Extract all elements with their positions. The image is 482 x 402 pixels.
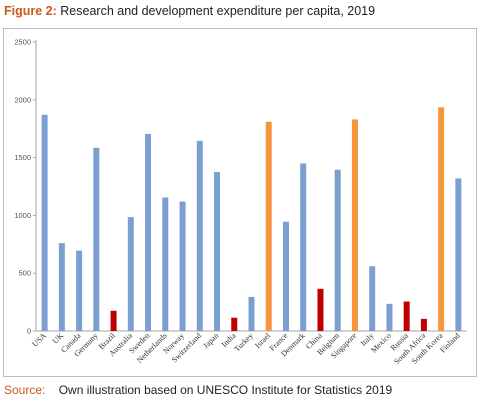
chart-frame	[3, 28, 477, 377]
figure-label: Figure 2:	[4, 4, 57, 18]
bar	[127, 217, 134, 331]
bar	[214, 172, 221, 331]
bar	[369, 266, 376, 331]
y-tick-label: 1500	[14, 153, 31, 162]
bar	[351, 119, 358, 332]
bar	[76, 250, 83, 331]
x-tick-label: USA	[30, 331, 48, 349]
bar	[41, 114, 48, 331]
bar	[300, 163, 307, 331]
bar	[58, 243, 65, 331]
bar	[455, 178, 462, 331]
y-tick-label: 1000	[14, 211, 31, 220]
y-tick-label: 500	[18, 269, 31, 278]
figure-source: Source: Own illustration based on UNESCO…	[4, 383, 392, 397]
bar	[110, 310, 117, 331]
figure-title: Figure 2: Research and development expen…	[4, 4, 375, 18]
bar	[403, 301, 410, 331]
source-text: Own illustration based on UNESCO Institu…	[58, 383, 393, 397]
bar	[282, 221, 289, 331]
source-label: Source:	[4, 383, 46, 397]
figure-title-text: Research and development expenditure per…	[60, 4, 376, 18]
y-tick-label: 0	[27, 327, 31, 336]
bar	[420, 318, 427, 331]
bar	[162, 197, 169, 331]
x-tick-label: Japan	[201, 331, 220, 350]
y-tick-label: 2500	[14, 38, 31, 47]
bar	[93, 147, 100, 331]
x-tick-label: Turkey	[232, 331, 255, 354]
bar	[317, 288, 324, 331]
y-tick-label: 2000	[14, 95, 31, 104]
bar	[231, 317, 238, 331]
bar	[248, 296, 255, 331]
bar	[334, 169, 341, 331]
bar	[265, 121, 272, 331]
bar	[438, 107, 445, 332]
bar	[179, 201, 186, 331]
bar	[196, 140, 203, 331]
bar	[386, 303, 393, 331]
bar	[145, 133, 152, 331]
